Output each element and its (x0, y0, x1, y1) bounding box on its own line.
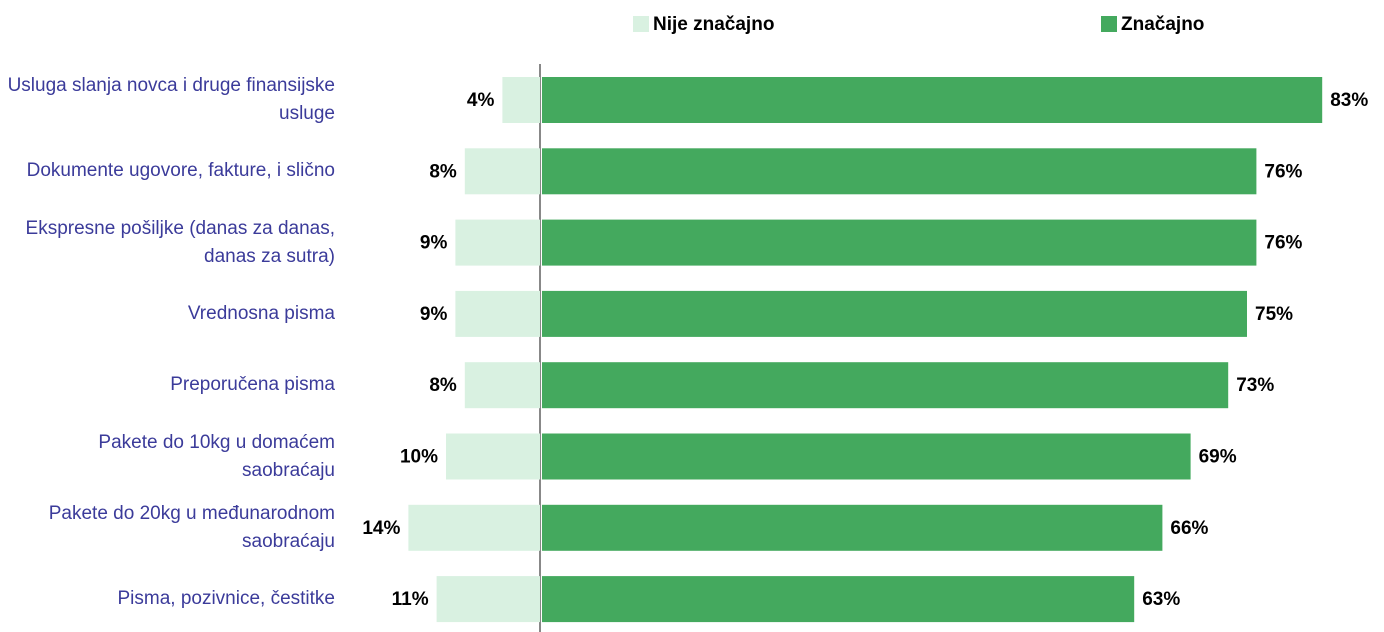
bar (464, 148, 540, 195)
value-label: 8% (429, 375, 457, 396)
value-label: 9% (420, 233, 448, 254)
category-label: Preporučena pisma (170, 374, 335, 396)
bar (542, 362, 1229, 409)
bar (455, 290, 540, 337)
bar (542, 77, 1323, 123)
category-label: Usluga slanja novca i druge finansijske … (7, 75, 335, 124)
bar (464, 362, 540, 409)
bar (542, 433, 1191, 480)
bar (542, 219, 1257, 266)
legend-label: Nije značajno (653, 14, 774, 35)
value-label: 76% (1264, 161, 1302, 182)
bar (542, 148, 1257, 195)
value-label: 75% (1255, 304, 1293, 325)
value-label: 4% (467, 90, 495, 111)
value-label: 63% (1142, 589, 1180, 610)
category-label: Pisma, pozivnice, čestitke (117, 588, 335, 610)
bar (455, 219, 540, 266)
bar (542, 290, 1247, 337)
category-label: Pakete do 10kg u domaćem saobraćaju (98, 431, 335, 481)
category-label: Vrednosna pisma (187, 302, 335, 324)
value-label: 69% (1199, 447, 1237, 468)
value-label: 83% (1330, 90, 1368, 111)
value-label: 8% (429, 161, 457, 182)
bar (502, 77, 540, 123)
legend-label: Značajno (1121, 14, 1204, 35)
legend-swatch (633, 16, 649, 32)
bar (446, 433, 540, 480)
category-label: Ekspresne pošiljke (danas za danas, dana… (25, 217, 335, 267)
bar (542, 504, 1163, 551)
category-label: Dokumente ugovore, fakture, i slično (26, 160, 335, 182)
value-label: 66% (1170, 518, 1208, 539)
legend-swatch (1101, 16, 1117, 32)
value-label: 73% (1236, 375, 1274, 396)
value-label: 10% (400, 447, 438, 468)
bar (408, 504, 540, 551)
value-label: 14% (362, 518, 400, 539)
value-label: 76% (1264, 233, 1302, 254)
category-label: Pakete do 20kg u međunarodnom saobraćaju (48, 502, 335, 552)
value-label: 11% (392, 589, 429, 610)
bar (436, 576, 540, 623)
bar (542, 576, 1135, 623)
value-label: 9% (420, 304, 448, 325)
